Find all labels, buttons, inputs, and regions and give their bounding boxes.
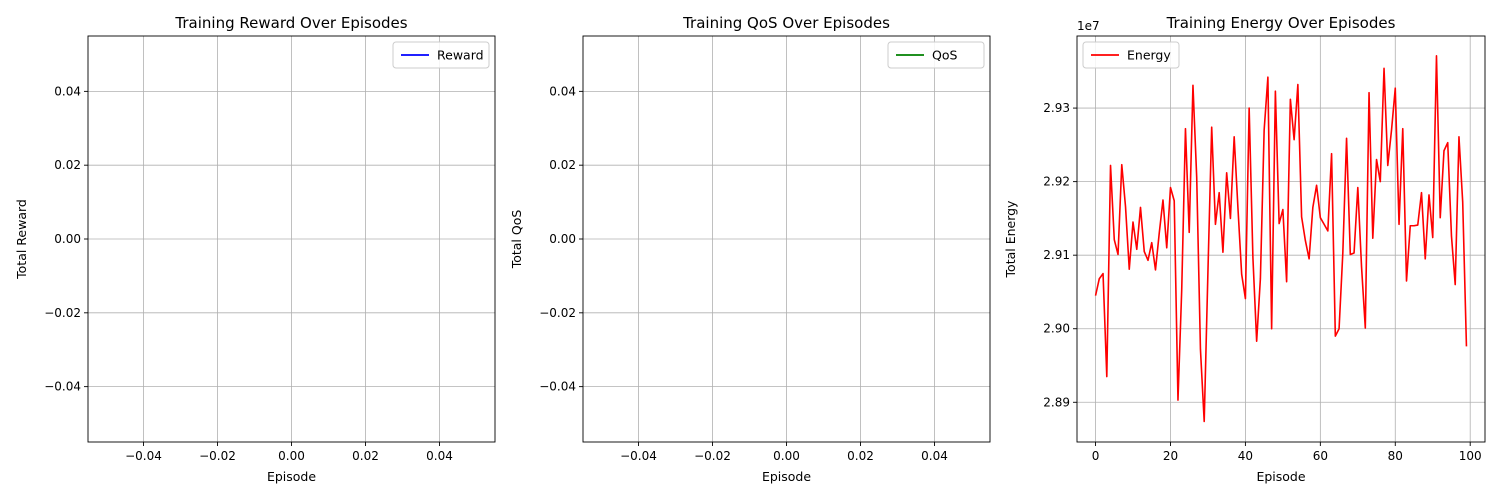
legend: QoS — [887, 41, 985, 69]
y-tick-label: 2.93 — [1043, 101, 1070, 115]
y-tick-label: −0.02 — [44, 306, 81, 320]
x-tick-label: 40 — [1238, 449, 1253, 463]
x-tick-label: 0.04 — [921, 449, 948, 463]
y-tick-label: −0.04 — [539, 380, 576, 394]
y-tick-label: 2.90 — [1043, 322, 1070, 336]
y-axis-label: Total Reward — [14, 199, 29, 280]
y-tick-label: 2.91 — [1043, 248, 1070, 262]
legend-label: Reward — [437, 48, 484, 63]
y-tick-label: −0.04 — [44, 380, 81, 394]
legend-box — [1082, 41, 1180, 69]
subplot-1: −0.04 −0.02 0.00 0.02 0.04 −0.04 −0.02 0.00 0.02… — [14, 14, 496, 484]
subplot-3: 0 20 40 60 80 100 2.89 2.90 2.91 2.92 2.93 1e7 Train… — [1003, 14, 1486, 484]
x-tick-label: 0.02 — [847, 449, 874, 463]
y-tick-label: 0.04 — [549, 84, 576, 98]
x-tick-label: 0.04 — [426, 449, 453, 463]
y-tick-label: 0.02 — [54, 158, 81, 172]
chart-title: Training Energy Over Episodes — [1166, 14, 1396, 32]
legend-label: Energy — [1127, 48, 1171, 63]
legend-box — [887, 41, 985, 69]
x-tick-label: 60 — [1313, 449, 1328, 463]
y-tick-label: 0.04 — [54, 84, 81, 98]
x-tick-label: −0.02 — [694, 449, 731, 463]
x-tick-label: 0.02 — [352, 449, 379, 463]
y-tick-label: 2.92 — [1043, 175, 1070, 189]
legend: Energy — [1082, 41, 1180, 69]
x-tick-label: −0.02 — [199, 449, 236, 463]
legend: Reward — [392, 41, 490, 69]
x-tick-label: 80 — [1388, 449, 1403, 463]
x-tick-label: 0.00 — [773, 449, 800, 463]
x-tick-label: 0.00 — [278, 449, 305, 463]
x-axis-label: Episode — [1256, 469, 1305, 484]
x-tick-label: 20 — [1163, 449, 1178, 463]
x-tick-label: 0 — [1092, 449, 1100, 463]
plot-area — [1077, 36, 1485, 442]
y-tick-label: 0.00 — [549, 232, 576, 246]
y-tick-label: −0.02 — [539, 306, 576, 320]
y-tick-label: 2.89 — [1043, 395, 1070, 409]
series-line-energy — [1094, 55, 1468, 423]
x-axis-label: Episode — [267, 469, 316, 484]
chart-title: Training QoS Over Episodes — [682, 14, 890, 32]
x-axis-label: Episode — [762, 469, 811, 484]
y-tick-label: 0.00 — [54, 232, 81, 246]
legend-box — [392, 41, 490, 69]
y-tick-label: 0.02 — [549, 158, 576, 172]
y-axis-label: Total QoS — [509, 210, 524, 270]
x-tick-label: −0.04 — [620, 449, 657, 463]
chart-title: Training Reward Over Episodes — [174, 14, 407, 32]
legend-label: QoS — [932, 48, 957, 63]
axes-frame — [1076, 35, 1486, 443]
x-tick-label: −0.04 — [125, 449, 162, 463]
subplot-2: −0.04 −0.02 0.00 0.02 0.04 −0.04 −0.02 0.00 0.02… — [509, 14, 991, 484]
y-axis-label: Total Energy — [1003, 200, 1018, 279]
x-tick-label: 100 — [1459, 449, 1482, 463]
y-offset-label: 1e7 — [1077, 19, 1100, 33]
